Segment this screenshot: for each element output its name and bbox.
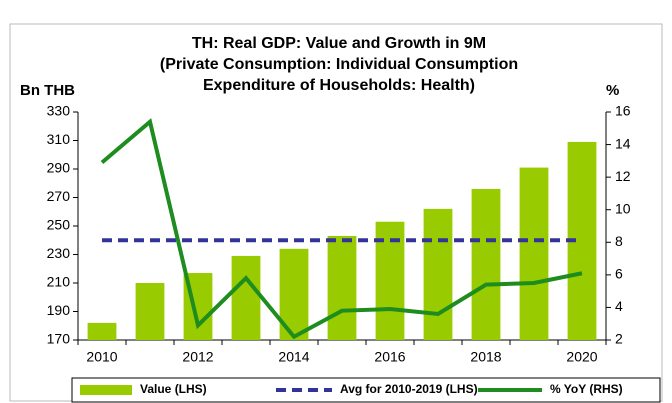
x-tick-label: 2016 bbox=[374, 349, 405, 365]
bar bbox=[231, 255, 261, 340]
y2-tick-label: 16 bbox=[615, 103, 631, 119]
bar bbox=[519, 167, 549, 340]
legend-label: % YoY (RHS) bbox=[550, 382, 623, 396]
y2-tick-label: 6 bbox=[615, 266, 623, 282]
y-tick-label: 170 bbox=[47, 331, 71, 347]
bar bbox=[135, 283, 165, 340]
y-tick-label: 250 bbox=[47, 217, 71, 233]
chart-title: TH: Real GDP: Value and Growth in 9M bbox=[192, 35, 486, 52]
y-tick-label: 290 bbox=[47, 160, 71, 176]
y2-tick-label: 14 bbox=[615, 135, 631, 151]
y2-tick-label: 8 bbox=[615, 233, 623, 249]
bar bbox=[423, 208, 453, 340]
y2-axis-label: % bbox=[606, 82, 619, 99]
y-tick-label: 210 bbox=[47, 274, 71, 290]
y2-tick-label: 4 bbox=[615, 298, 623, 314]
chart-title: (Private Consumption: Individual Consump… bbox=[160, 56, 518, 73]
y-tick-label: 270 bbox=[47, 188, 71, 204]
bar bbox=[87, 322, 117, 340]
bar bbox=[471, 188, 501, 340]
y-tick-label: 190 bbox=[47, 302, 71, 318]
bar bbox=[327, 235, 357, 340]
x-tick-label: 2010 bbox=[86, 349, 117, 365]
legend-box bbox=[71, 377, 661, 403]
x-tick-label: 2018 bbox=[470, 349, 501, 365]
legend-swatch bbox=[80, 385, 132, 395]
y-tick-label: 310 bbox=[47, 131, 71, 147]
y2-tick-label: 10 bbox=[615, 200, 631, 216]
legend-label: Value (LHS) bbox=[140, 382, 207, 396]
x-tick-label: 2012 bbox=[182, 349, 213, 365]
y2-tick-label: 2 bbox=[615, 331, 623, 347]
legend-label: Avg for 2010-2019 (LHS) bbox=[340, 382, 478, 396]
y-tick-label: 330 bbox=[47, 103, 71, 119]
line-series bbox=[100, 118, 583, 340]
y-axis-label: Bn THB bbox=[20, 82, 75, 99]
y-tick-label: 230 bbox=[47, 245, 71, 261]
y2-tick-label: 12 bbox=[615, 168, 631, 184]
x-tick-label: 2020 bbox=[566, 349, 597, 365]
x-tick-label: 2014 bbox=[278, 349, 309, 365]
chart-title: Expenditure of Households: Health) bbox=[203, 77, 475, 94]
